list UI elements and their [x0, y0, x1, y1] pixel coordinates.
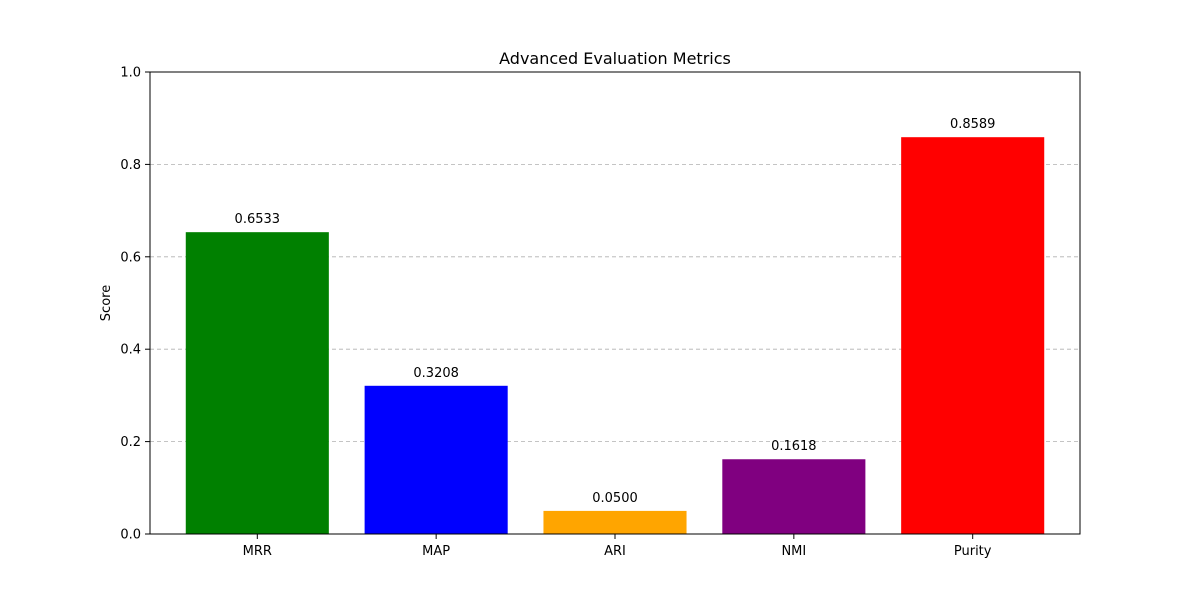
- x-tick-label: Purity: [954, 544, 992, 559]
- y-tick-label: 1.0: [120, 66, 141, 81]
- y-tick-label: 0.4: [120, 343, 141, 358]
- x-tick-label: NMI: [781, 544, 806, 559]
- y-axis-ticks: 0.0 0.2 0.4 0.6 0.8 1.0: [120, 66, 150, 543]
- bar-nmi: [722, 459, 866, 534]
- bars: [185, 137, 1045, 534]
- data-label: 0.8589: [950, 117, 996, 132]
- x-axis-ticks: MRR MAP ARI NMI Purity: [243, 534, 992, 559]
- x-tick-label: MAP: [422, 544, 450, 559]
- data-label: 0.6533: [235, 212, 281, 227]
- bar-purity: [901, 137, 1045, 534]
- data-label: 0.1618: [771, 439, 817, 454]
- x-tick-label: MRR: [243, 544, 272, 559]
- bar-map: [364, 385, 508, 534]
- data-labels: 0.6533 0.3208 0.0500 0.1618 0.8589: [235, 117, 996, 506]
- y-tick-label: 0.8: [120, 158, 141, 173]
- data-label: 0.3208: [413, 366, 459, 381]
- y-tick-label: 0.6: [120, 250, 141, 265]
- y-tick-label: 0.0: [120, 528, 141, 543]
- y-axis-label: Score: [99, 285, 114, 321]
- bar-mrr: [185, 232, 329, 534]
- x-tick-label: ARI: [604, 544, 626, 559]
- y-tick-label: 0.2: [120, 435, 141, 450]
- bar-ari: [543, 510, 687, 534]
- chart-title: Advanced Evaluation Metrics: [499, 49, 731, 68]
- data-label: 0.0500: [592, 491, 638, 506]
